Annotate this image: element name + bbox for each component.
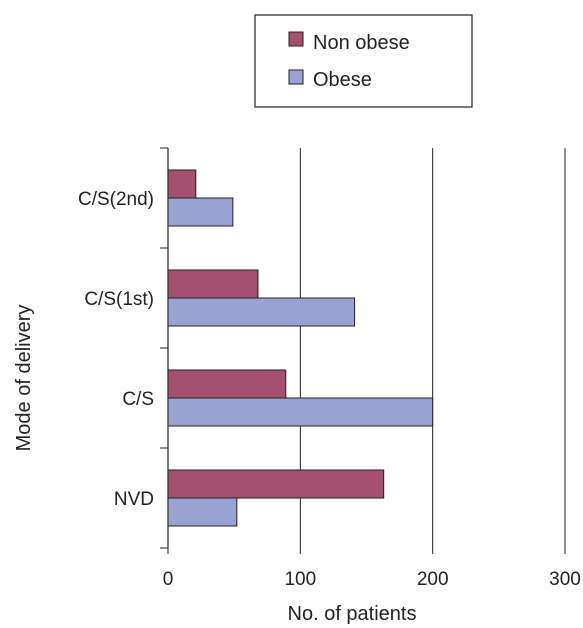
- y-category-label: C/S(2nd): [78, 189, 154, 210]
- bar-non-obese: [167, 369, 287, 399]
- legend-label-obese: Obese: [313, 69, 372, 91]
- bar-obese: [167, 297, 356, 327]
- bar-obese: [167, 197, 234, 227]
- bar-non-obese: [167, 169, 197, 199]
- bar-obese: [167, 497, 238, 527]
- x-axis-title: No. of patients: [288, 603, 417, 625]
- legend-box: [254, 14, 473, 108]
- bar-non-obese: [167, 269, 259, 299]
- y-category-label: C/S: [122, 389, 154, 410]
- x-tick-label: 200: [417, 569, 449, 590]
- legend-label-non-obese: Non obese: [313, 32, 410, 54]
- y-category-label: NVD: [114, 489, 154, 510]
- legend-swatch-obese: [288, 69, 304, 85]
- y-axis-title: Mode of delivery: [13, 305, 35, 452]
- x-tick-label: 0: [163, 569, 174, 590]
- bar-obese: [167, 397, 434, 427]
- legend-swatch-non-obese: [288, 31, 304, 47]
- x-tick-label: 300: [549, 569, 581, 590]
- y-category-label: C/S(1st): [84, 289, 154, 310]
- bar-non-obese: [167, 469, 385, 499]
- plot-area: 0 100 200 300 NVD C/S C/S(1st) C/S(2nd): [78, 147, 581, 590]
- x-tick-label: 100: [284, 569, 316, 590]
- legend: Non obese Obese: [254, 14, 473, 108]
